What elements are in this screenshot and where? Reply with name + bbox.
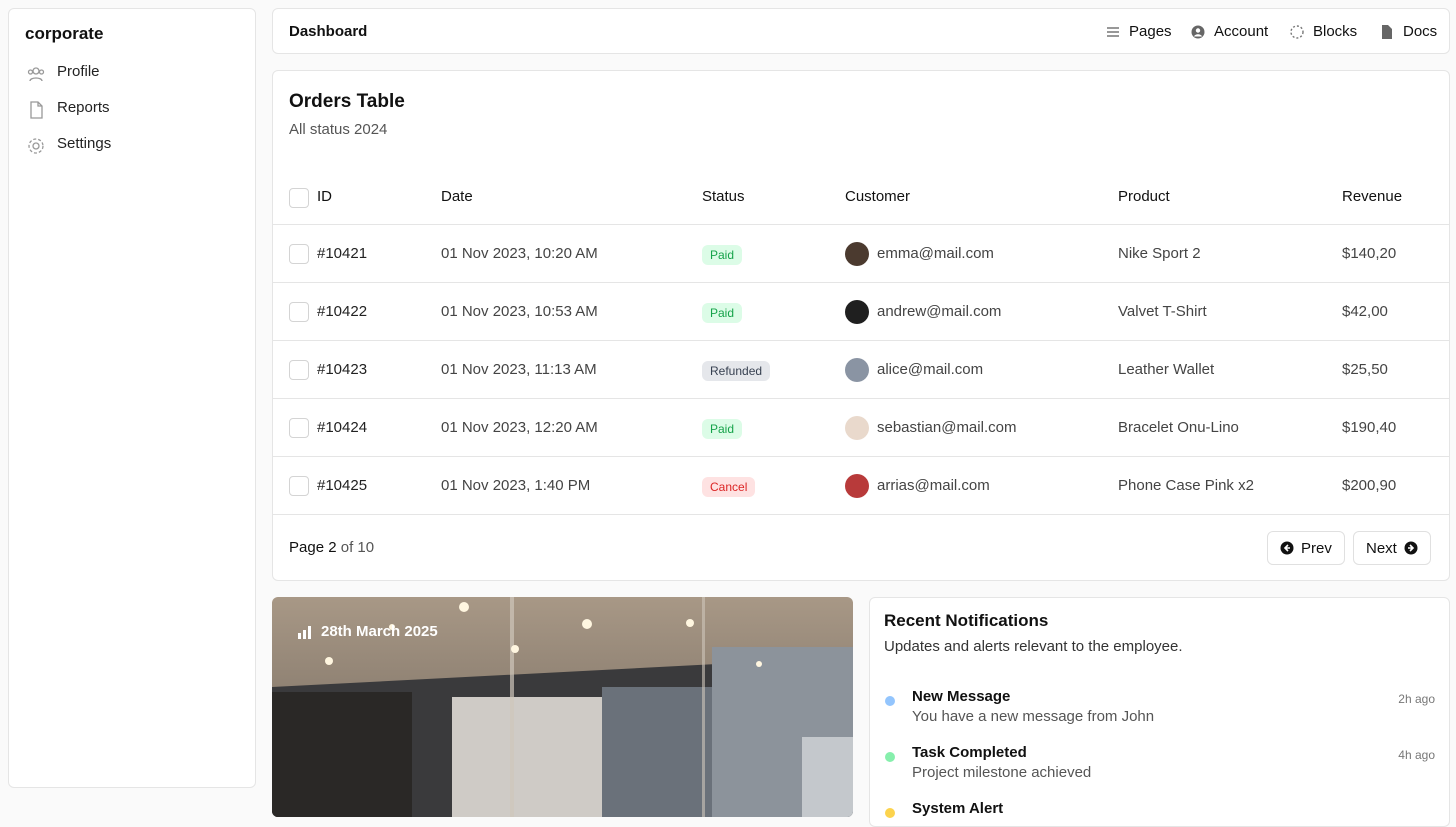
icon bbox=[27, 101, 45, 124]
status-badge: Paid bbox=[702, 245, 743, 265]
card-title: Orders Table bbox=[289, 91, 405, 112]
avatar bbox=[845, 474, 869, 498]
notification-text: Project milestone achieved bbox=[912, 764, 1092, 781]
checkbox[interactable] bbox=[289, 302, 309, 322]
table-row: #10421 01 Nov 2023, 10:20 AM Paid emma@mail… bbox=[273, 224, 1449, 282]
avatar bbox=[845, 300, 869, 324]
card-subtitle: All status 2024 bbox=[289, 121, 388, 138]
column-header: ID bbox=[317, 188, 332, 205]
notifications-card: Recent Notifications Updates and alerts … bbox=[869, 597, 1450, 827]
icon bbox=[1380, 25, 1394, 44]
icon bbox=[27, 137, 45, 160]
cell: #10423 bbox=[317, 361, 368, 378]
cell: Bracelet Onu-Lino bbox=[1118, 419, 1239, 436]
topbar: Dashboard Pages Account Blocks Docs bbox=[272, 8, 1450, 54]
icon bbox=[1106, 25, 1120, 44]
status-dot bbox=[885, 808, 895, 818]
status-badge: Refunded bbox=[702, 361, 771, 381]
cell: $42,00 bbox=[1342, 303, 1388, 320]
cell: #10421 bbox=[317, 245, 368, 262]
customer-email: andrew@mail.com bbox=[877, 303, 1002, 320]
photo-card: 28th March 2025 bbox=[272, 597, 853, 817]
notification-time: 2h ago bbox=[1398, 692, 1435, 706]
notifications-subtitle: Updates and alerts relevant to the emplo… bbox=[884, 638, 1183, 655]
cell: #10422 bbox=[317, 303, 368, 320]
table-row: #10424 01 Nov 2023, 12:20 AM Paid sebastian… bbox=[273, 398, 1449, 456]
cell: #10424 bbox=[317, 419, 368, 436]
cell: 01 Nov 2023, 10:53 AM bbox=[441, 303, 598, 320]
column-header: Customer bbox=[845, 188, 911, 205]
checkbox[interactable] bbox=[289, 188, 309, 208]
cell: 01 Nov 2023, 1:40 PM bbox=[441, 477, 591, 494]
checkbox[interactable] bbox=[289, 418, 309, 438]
customer-email: arrias@mail.com bbox=[877, 477, 990, 494]
cell: 01 Nov 2023, 11:13 AM bbox=[441, 361, 597, 378]
top-link[interactable]: Docs bbox=[1403, 23, 1438, 40]
avatar bbox=[845, 416, 869, 440]
top-link[interactable]: Pages bbox=[1129, 23, 1172, 40]
table-row: #10425 01 Nov 2023, 1:40 PM Cancel arrias@m… bbox=[273, 456, 1449, 514]
cell: 01 Nov 2023, 10:20 AM bbox=[441, 245, 598, 262]
notification-text: You have a new message from John bbox=[912, 708, 1155, 725]
column-header: Status bbox=[702, 188, 745, 205]
checkbox[interactable] bbox=[289, 360, 309, 380]
cell: $190,40 bbox=[1342, 419, 1397, 436]
column-header: Product bbox=[1118, 188, 1170, 205]
table-row: #10423 01 Nov 2023, 11:13 AM Refunded alice… bbox=[273, 340, 1449, 398]
nav-item[interactable]: Settings bbox=[57, 135, 112, 152]
cell: $25,50 bbox=[1342, 361, 1388, 378]
icon bbox=[1191, 25, 1205, 44]
cell: $200,90 bbox=[1342, 477, 1397, 494]
next-button[interactable]: Next bbox=[1353, 531, 1431, 565]
cell: Valvet T-Shirt bbox=[1118, 303, 1207, 320]
top-link[interactable]: Blocks bbox=[1313, 23, 1358, 40]
page-info: Page 2 of 10 bbox=[289, 539, 375, 556]
nav-item[interactable]: Profile bbox=[57, 63, 100, 80]
cell: 01 Nov 2023, 12:20 AM bbox=[441, 419, 598, 436]
brand: corporate bbox=[25, 24, 104, 43]
avatar bbox=[845, 358, 869, 382]
checkbox[interactable] bbox=[289, 244, 309, 264]
table-row: #10422 01 Nov 2023, 10:53 AM Paid andrew@ma… bbox=[273, 282, 1449, 340]
sidebar: corporate Profile Reports Settings bbox=[8, 8, 256, 788]
table-header: ID Date Status Customer Product Revenue bbox=[273, 171, 1449, 224]
cell: $140,20 bbox=[1342, 245, 1397, 262]
customer-email: alice@mail.com bbox=[877, 361, 984, 378]
column-header: Revenue bbox=[1342, 188, 1403, 205]
top-link[interactable]: Account bbox=[1214, 23, 1269, 40]
notification-time: 4h ago bbox=[1398, 748, 1435, 762]
orders-card: Orders Table All status 2024 ID Date Statu… bbox=[272, 70, 1450, 581]
notification-title[interactable]: New Message bbox=[912, 688, 1011, 705]
avatar bbox=[845, 242, 869, 266]
icon bbox=[1290, 25, 1304, 44]
status-badge: Cancel bbox=[702, 477, 756, 497]
checkbox[interactable] bbox=[289, 476, 309, 496]
office-photo bbox=[272, 597, 853, 817]
pagination: Page 2 of 10 Prev Next bbox=[273, 514, 1449, 581]
cell: Leather Wallet bbox=[1118, 361, 1215, 378]
page-title: Dashboard bbox=[289, 23, 368, 40]
page: corporate Profile Reports Settings Dashboa… bbox=[8, 8, 1450, 827]
notifications-title: Recent Notifications bbox=[884, 611, 1049, 630]
status-dot bbox=[885, 696, 895, 706]
photo-date: 28th March 2025 bbox=[321, 623, 438, 640]
status-dot bbox=[885, 752, 895, 762]
customer-email: emma@mail.com bbox=[877, 245, 994, 262]
icon bbox=[27, 65, 45, 88]
cell: #10425 bbox=[317, 477, 368, 494]
cell: Phone Case Pink x2 bbox=[1118, 477, 1254, 494]
prev-button[interactable]: Prev bbox=[1267, 531, 1345, 565]
nav-item[interactable]: Reports bbox=[57, 99, 110, 116]
column-header: Date bbox=[441, 188, 473, 205]
cell: Nike Sport 2 bbox=[1118, 245, 1201, 262]
status-badge: Paid bbox=[702, 419, 743, 439]
customer-email: sebastian@mail.com bbox=[877, 419, 1017, 436]
status-badge: Paid bbox=[702, 303, 743, 323]
notification-title[interactable]: System Alert bbox=[912, 800, 1004, 817]
notification-title[interactable]: Task Completed bbox=[912, 744, 1027, 761]
